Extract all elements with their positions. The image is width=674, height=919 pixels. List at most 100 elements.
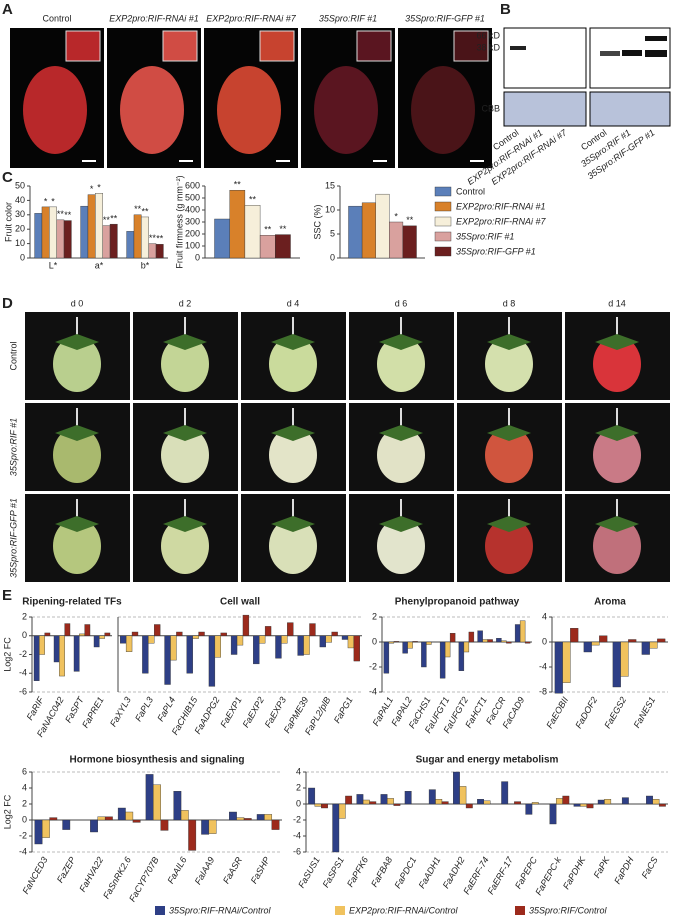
legend-label: 35Spro:RIF-GFP #1: [456, 246, 536, 256]
bar: [229, 189, 246, 259]
significance-mark: **: [279, 224, 287, 234]
y-tick-label: 600: [185, 180, 200, 190]
y-tick-label: 400: [185, 204, 200, 214]
bar: [453, 771, 460, 805]
bar: [439, 641, 446, 679]
legend-label: 35Spro:RIF-RNAi/Control: [169, 905, 272, 915]
day-label: d 0: [71, 298, 84, 308]
bar: [109, 223, 118, 259]
bar: [93, 635, 100, 648]
chart-title: Ripening-related TFs: [22, 597, 122, 608]
bar: [353, 635, 360, 662]
y-axis-label: Log2 FC: [2, 794, 12, 829]
fruit: [485, 518, 533, 574]
y-tick-label: 0: [22, 630, 27, 640]
western-blot: [503, 27, 671, 127]
y-tick-label: 2: [296, 782, 301, 792]
bar: [87, 194, 96, 259]
bar: [347, 635, 355, 649]
y-tick-label: 0: [330, 252, 335, 262]
bar: [264, 626, 272, 636]
x-tick-label: FaPFK6: [345, 855, 370, 889]
bar: [244, 204, 261, 259]
y-tick-label: -2: [19, 830, 27, 840]
legend-label: EXP2pro:RIF-RNAi #7: [456, 216, 547, 226]
x-tick-label: FaCYP707B: [127, 855, 161, 903]
x-tick-label: FaIAA9: [193, 855, 217, 886]
size-marker: 38 kD: [476, 42, 500, 52]
significance-mark: **: [264, 225, 272, 235]
y-axis-label: Log2 FC: [2, 637, 12, 672]
significance-mark: **: [406, 215, 414, 225]
x-tick-label: FaPL3: [133, 695, 155, 723]
y-tick-label: 50: [15, 180, 25, 190]
day-label: d 4: [287, 298, 300, 308]
y-tick-label: 0: [22, 814, 27, 824]
legend-label: EXP2pro:RIF-RNAi #1: [456, 201, 546, 211]
bar: [338, 803, 346, 819]
bar: [463, 641, 470, 653]
genotype-label: Control: [42, 13, 71, 23]
bar: [477, 799, 484, 805]
x-tick-label: FaPDC1: [392, 855, 418, 890]
bar: [487, 639, 493, 643]
bar: [649, 641, 658, 649]
bar: [97, 816, 106, 821]
fruit: [161, 518, 209, 574]
calyx: [55, 516, 99, 532]
day-label: d 6: [395, 298, 408, 308]
bar: [580, 803, 587, 807]
bar: [104, 632, 111, 636]
y-tick-label: -4: [539, 661, 547, 671]
y-tick-label: -4: [19, 846, 27, 856]
fruit: [593, 336, 641, 392]
bar: [287, 622, 294, 636]
bar: [201, 819, 210, 835]
significance-mark: **: [141, 206, 149, 216]
bar: [155, 244, 164, 259]
bar: [41, 819, 50, 838]
y-tick-label: 500: [185, 192, 200, 202]
y-tick-label: 2: [22, 611, 27, 621]
bar: [331, 631, 338, 636]
legend-swatch: [335, 906, 345, 915]
bar: [387, 798, 394, 805]
calyx: [271, 516, 315, 532]
bar: [314, 803, 322, 807]
bar: [586, 803, 594, 809]
bar: [549, 803, 557, 825]
calyx: [595, 516, 639, 532]
bar: [483, 800, 491, 805]
bar: [34, 819, 43, 845]
scale-bar: [276, 160, 290, 162]
row-label: 35Spro:RIF-GFP #1: [8, 498, 18, 578]
bar: [79, 633, 85, 636]
genotype-label: 35Spro:RIF-GFP #1: [405, 13, 485, 23]
bar: [56, 219, 65, 259]
x-tick-label: FaZEP: [55, 855, 78, 884]
fruit: [411, 66, 475, 154]
calyx: [379, 425, 423, 441]
fruit: [269, 427, 317, 483]
significance-mark: *: [97, 183, 101, 193]
calyx: [163, 425, 207, 441]
bar: [63, 220, 72, 259]
x-tick-label: FaSHP: [249, 855, 272, 885]
x-tick-label: L*: [49, 260, 58, 270]
bar: [264, 814, 273, 821]
bar: [34, 213, 43, 259]
stain-label: CBB: [481, 103, 500, 113]
inset: [162, 30, 198, 62]
bar: [501, 781, 509, 805]
bar: [426, 641, 432, 645]
y-tick-label: 40: [15, 195, 25, 205]
bar: [164, 635, 171, 685]
bar: [496, 638, 502, 643]
bar: [243, 818, 252, 821]
legend-label: Control: [456, 186, 485, 196]
x-tick-label: FaCS: [640, 855, 660, 880]
bar: [404, 791, 412, 805]
panel-label: D: [2, 295, 13, 312]
legend-swatch: [434, 201, 452, 212]
legend-swatch: [434, 231, 452, 242]
